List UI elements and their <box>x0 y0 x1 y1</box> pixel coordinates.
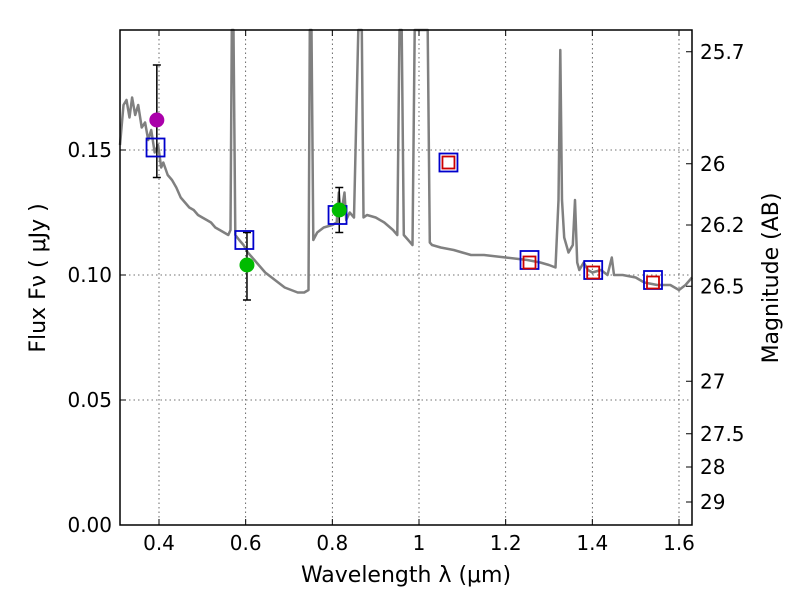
axis-layer: 0.4 0.6 0.8 1 1.2 1.4 1.6 0.00 0.05 0.10 0.15 25.7 2… <box>67 30 745 555</box>
x-tick-label: 1.6 <box>663 531 695 555</box>
circle-marker <box>149 112 165 128</box>
red-square-marker <box>646 275 660 290</box>
y-tick-label: 0.05 <box>67 388 112 412</box>
y-tick-label: 0.15 <box>67 138 112 162</box>
spectrum-line <box>118 28 693 294</box>
y2-axis-title: Magnitude (AB) <box>759 193 784 364</box>
x-tick-label: 0.6 <box>230 531 262 555</box>
y2-tick-label: 28 <box>700 455 725 479</box>
plot-frame <box>119 29 693 526</box>
y-axis-title: Flux Fν ( μJy ) <box>26 203 51 352</box>
blue-square-marker <box>438 152 459 173</box>
circle-marker <box>331 202 347 218</box>
grid-layer <box>120 30 692 525</box>
y2-tick-label: 26 <box>700 152 725 176</box>
y2-tick-label: 27.5 <box>700 422 745 446</box>
y2-tick-label: 26.5 <box>700 274 745 298</box>
x-tick-label: 0.4 <box>143 531 175 555</box>
y-tick-label: 0.00 <box>67 513 112 537</box>
y2-tick-label: 27 <box>700 369 725 393</box>
x-tick-label: 1 <box>413 531 426 555</box>
series-layer <box>118 28 693 301</box>
blue-square-marker <box>145 137 166 158</box>
red-square-marker <box>441 155 456 170</box>
circle-marker <box>239 257 255 273</box>
y2-tick-label: 29 <box>700 490 725 514</box>
x-tick-label: 1.4 <box>576 531 608 555</box>
blue-square-marker <box>234 230 255 250</box>
y-tick-label: 0.10 <box>67 263 112 287</box>
x-tick-label: 1.2 <box>490 531 522 555</box>
y2-tick-label: 26.2 <box>700 213 745 237</box>
x-tick-label: 0.8 <box>316 531 348 555</box>
x-axis-title: Wavelength λ (μm) <box>301 563 511 588</box>
red-square-marker <box>522 255 537 270</box>
red-square-marker <box>586 265 601 280</box>
y2-tick-label: 25.7 <box>700 40 745 64</box>
